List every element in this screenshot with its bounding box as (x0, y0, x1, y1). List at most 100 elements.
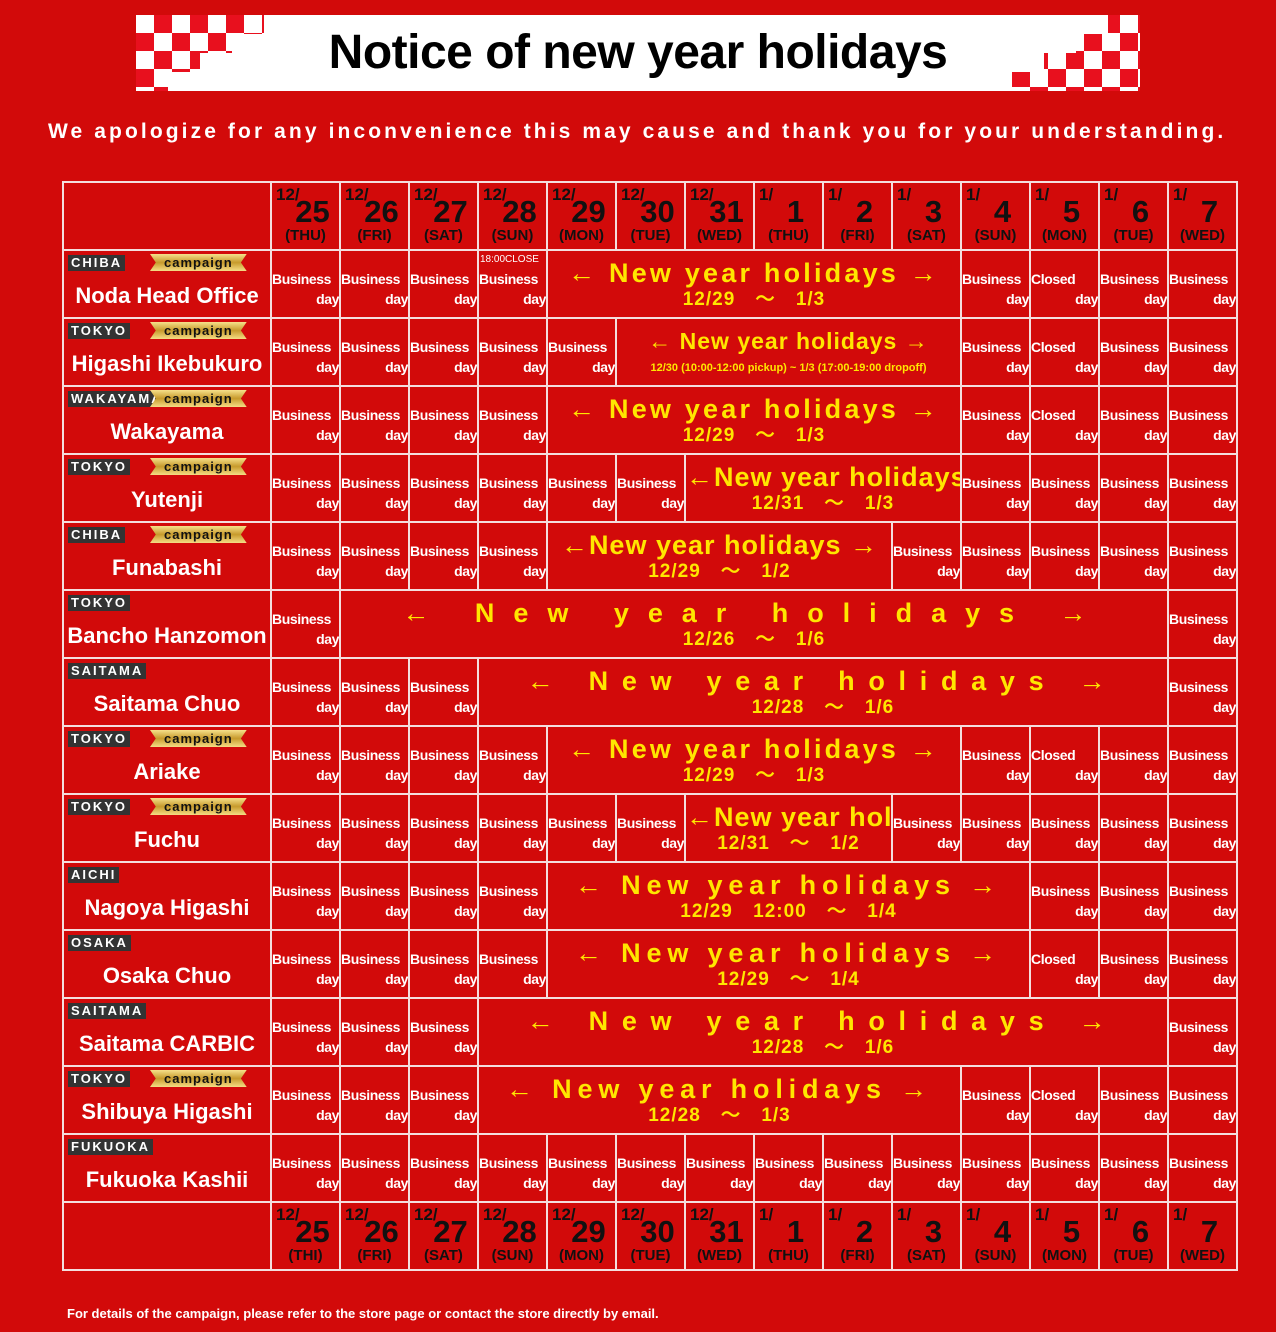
cell-line: Business (272, 679, 332, 695)
cell-note: 18:00CLOSE (480, 254, 539, 265)
cell-line: day (385, 971, 408, 987)
business-day-cell: Business day (960, 1133, 1031, 1203)
cell-line: day (1213, 359, 1236, 375)
cell-line: day (454, 495, 477, 511)
business-day-cell: Business day (1098, 453, 1169, 523)
date-month: 1/ (759, 1205, 774, 1224)
business-day-cell: Business day (960, 1065, 1031, 1135)
region-badge: CHIBA (68, 255, 126, 271)
date-weekday: (THI) (288, 1247, 323, 1264)
business-day-cell: Business day (546, 317, 617, 387)
cell-line: day (454, 1107, 477, 1123)
cell-line: Business (893, 1155, 953, 1171)
store-name: Funabashi (111, 555, 222, 580)
cell-line: day (661, 1175, 684, 1191)
cell-line: Business (410, 339, 470, 355)
date-day: 29 (571, 1214, 606, 1249)
holiday-cell: ← New year holidays → 12/28 〜 1/3 (477, 1065, 962, 1135)
cell-line: Business (1169, 815, 1229, 831)
cell-line: Business (962, 271, 1022, 287)
cell-line: day (316, 1107, 339, 1123)
cell-line: day (592, 359, 615, 375)
schedule-table: 12/25 (THU) 12/26 (FRI) 12/27 (SAT) 12/28 (SUN)… (62, 181, 1238, 1271)
business-day-cell: Business day (477, 1133, 548, 1203)
cell-line: day (316, 971, 339, 987)
campaign-badge: campaign (150, 322, 247, 339)
cell-line: Business (617, 1155, 677, 1171)
cell-line: Business (272, 951, 332, 967)
business-day-cell: Business day (1098, 1065, 1169, 1135)
cell-line: day (1006, 1175, 1029, 1191)
cell-line: Business (272, 815, 332, 831)
cell-line: Business (1169, 543, 1229, 559)
cell-line: day (316, 903, 339, 919)
holiday-title: ← New year holidays → (505, 1074, 933, 1104)
holiday-title: ←New year holidays → (686, 802, 892, 832)
holiday-cell: ← New year holidays → 12/29 〜 1/3 (546, 249, 962, 319)
store-name: Higashi Ikebukuro (71, 351, 263, 376)
cell-line: day (316, 1039, 339, 1055)
cell-line: Business (272, 1155, 332, 1171)
date-month: 12/ (690, 185, 714, 204)
cell-line: Business (548, 1155, 608, 1171)
cell-line: day (1075, 291, 1098, 307)
cell-line: day (316, 427, 339, 443)
cell-line: Business (272, 475, 332, 491)
date-month: 12/ (414, 185, 438, 204)
date-day: 27 (433, 194, 468, 229)
business-day-cell: Business day (615, 1133, 686, 1203)
date-cell: 12/25 (THU) (270, 181, 341, 251)
cell-line: day (385, 699, 408, 715)
cell-line: day (454, 563, 477, 579)
business-day-cell: Business day (408, 793, 479, 863)
store-row: CHIBA campaign Funabashi Business day Busines… (62, 521, 1238, 591)
cell-line: Business (341, 1087, 401, 1103)
date-month: 1/ (897, 185, 912, 204)
cell-line: Business (1169, 951, 1229, 967)
date-weekday: (THU) (768, 227, 809, 244)
holiday-range: 12/28 〜 1/3 (648, 1105, 791, 1126)
business-day-cell: Business day (960, 249, 1031, 319)
campaign-badge: campaign (150, 254, 247, 271)
cell-line: Business (1100, 271, 1160, 287)
corner-cell (62, 181, 272, 251)
title: Notice of new year holidays (328, 26, 948, 79)
cell-line: day (454, 767, 477, 783)
date-cell: 12/26 (FRI) (339, 1201, 410, 1271)
holiday-range: 12/29 〜 1/3 (682, 765, 826, 786)
date-cell: 12/25 (THI) (270, 1201, 341, 1271)
store-cell: OSAKA Osaka Chuo (62, 929, 272, 999)
cell-line: day (316, 1175, 339, 1191)
business-day-cell: Business day (339, 929, 410, 999)
cell-line: day (1144, 495, 1167, 511)
cell-line: Closed (1031, 339, 1076, 355)
date-cell: 1/5 (MON) (1029, 1201, 1100, 1271)
cell-line: day (316, 359, 339, 375)
date-month: 1/ (828, 185, 843, 204)
date-month: 12/ (345, 1205, 369, 1224)
date-cell: 1/2 (FRI) (822, 181, 893, 251)
date-cell: 12/27 (SAT) (408, 1201, 479, 1271)
cell-line: Business (410, 407, 470, 423)
date-day: 5 (1062, 194, 1081, 229)
date-cell: 12/28 (SUN) (477, 181, 548, 251)
store-cell: TOKYO campaign Fuchu (62, 793, 272, 863)
business-day-cell: Business day (339, 861, 410, 931)
holiday-range: 12/29 12:00 〜 1/4 (680, 901, 897, 922)
campaign-badge: campaign (150, 1070, 247, 1087)
holiday-range: 12/28 〜 1/6 (751, 1037, 895, 1058)
business-day-cell: Business day (477, 725, 548, 795)
cell-line: day (385, 495, 408, 511)
business-day-cell: Business day (477, 521, 548, 591)
cell-line: day (454, 1175, 477, 1191)
date-month: 12/ (483, 185, 507, 204)
store-cell: FUKUOKA Fukuoka Kashii (62, 1133, 272, 1203)
date-day: 1 (786, 194, 805, 229)
business-day-cell: Business day (1167, 589, 1238, 659)
store-row: AICHI Nagoya Higashi Business day Business da… (62, 861, 1238, 931)
cell-line: Business (1169, 407, 1229, 423)
store-name: Yutenji (130, 487, 204, 512)
closed-day-cell: Closed day (1029, 317, 1100, 387)
cell-line: day (385, 563, 408, 579)
